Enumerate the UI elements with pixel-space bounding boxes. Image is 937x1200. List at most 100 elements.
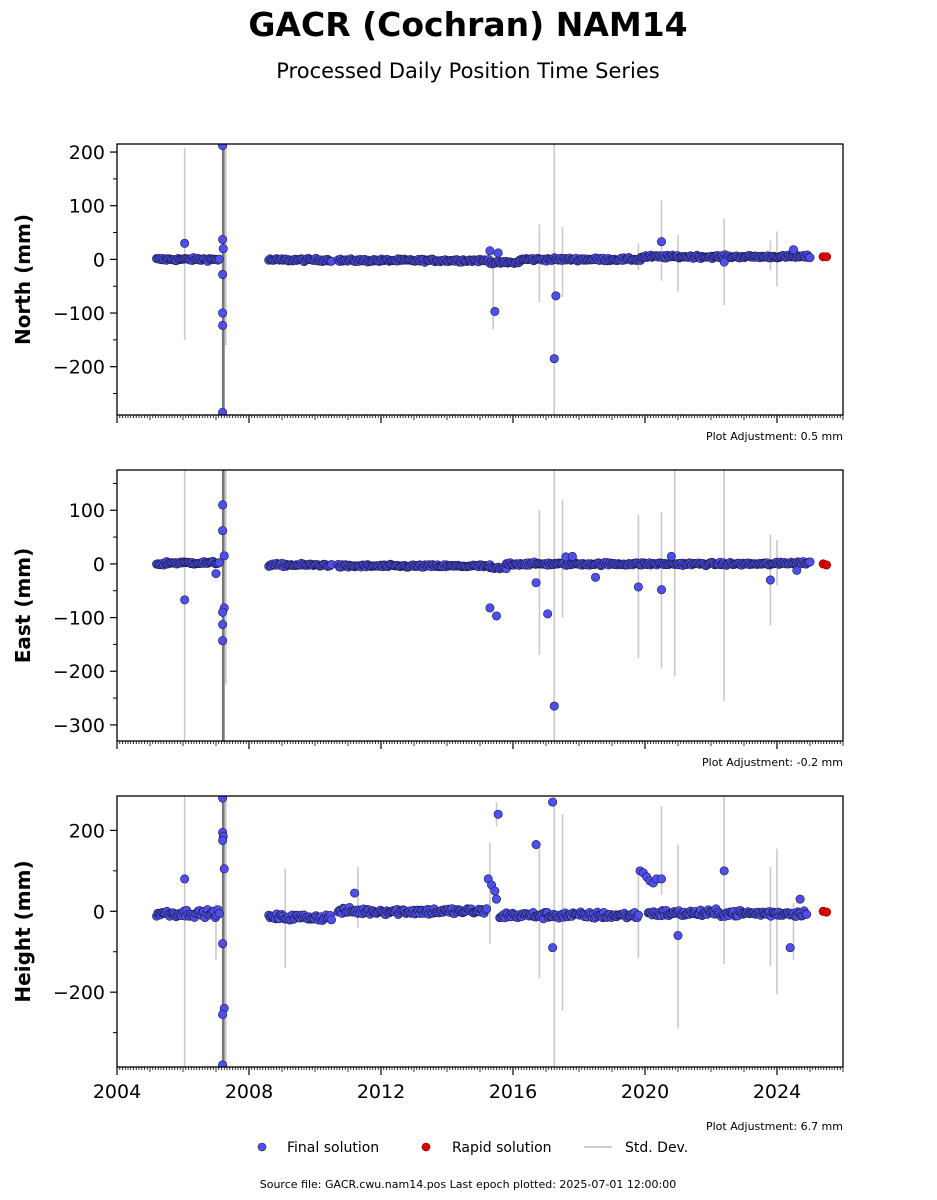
- final-solution-outlier: [218, 636, 228, 646]
- panel-3-plot-area: [152, 796, 831, 1067]
- final-solution-outlier: [211, 569, 221, 579]
- final-solution-outlier: [491, 894, 501, 904]
- final-solution-outlier: [531, 578, 541, 588]
- final-solution-outlier: [218, 407, 228, 415]
- final-solution-point: [482, 904, 492, 914]
- panel-1-ylabel: North (mm): [11, 214, 35, 345]
- final-solution-outlier: [218, 939, 228, 949]
- panel-1-plot-area: [152, 144, 831, 415]
- final-solution-outlier: [350, 888, 360, 898]
- final-solution-point: [802, 909, 812, 919]
- final-solution-outlier: [218, 620, 228, 630]
- final-solution-outlier: [633, 582, 643, 592]
- final-solution-outlier: [218, 144, 228, 151]
- final-solution-outlier: [548, 943, 558, 953]
- panel-1: 200 100 0 −100 −200 North (mm) Plot Adjustment…: [11, 142, 844, 443]
- y-tick-label: 0: [93, 249, 105, 271]
- final-solution-outlier: [493, 248, 503, 258]
- legend-final-marker: [257, 1142, 267, 1152]
- x-tick-label: 2020: [621, 1081, 669, 1103]
- source-footer: Source file: GACR.cwu.nam14.pos Last epo…: [260, 1178, 676, 1191]
- y-tick-label: −200: [53, 982, 105, 1004]
- legend-rapid-label: Rapid solution: [452, 1140, 552, 1156]
- y-tick-label: −100: [53, 608, 105, 630]
- final-solution-outlier: [218, 1009, 228, 1019]
- final-solution-outlier: [493, 809, 503, 819]
- final-solution-outlier: [218, 835, 228, 845]
- legend-rapid-marker: [421, 1142, 431, 1152]
- x-tick-label: 2008: [225, 1081, 273, 1103]
- panel-1-adjustment: Plot Adjustment: 0.5 mm: [706, 430, 843, 443]
- panels: 200 100 0 −100 −200 North (mm) Plot Adjustment…: [11, 142, 844, 1133]
- y-tick-label: 100: [69, 196, 105, 218]
- final-solution-point: [214, 254, 224, 264]
- final-solution-point: [805, 253, 815, 263]
- final-solution-outlier: [180, 874, 190, 884]
- y-tick-label: 0: [93, 901, 105, 923]
- final-solution-outlier: [551, 291, 561, 301]
- final-solution-outlier: [590, 572, 600, 582]
- final-solution-outlier: [180, 595, 190, 605]
- final-solution-outlier: [792, 565, 802, 575]
- y-tick-label: −300: [53, 715, 105, 737]
- final-solution-outlier: [219, 864, 229, 874]
- final-solution-outlier: [673, 931, 683, 941]
- final-solution-outlier: [666, 551, 676, 561]
- x-tick-label: 2012: [357, 1081, 405, 1103]
- final-solution-outlier: [795, 894, 805, 904]
- final-solution-outlier: [788, 245, 798, 255]
- final-solution-outlier: [219, 551, 229, 561]
- x-tick-label: 2016: [489, 1081, 537, 1103]
- final-solution-outlier: [490, 306, 500, 316]
- panel-2-ylabel: East (mm): [11, 548, 35, 664]
- final-solution-outlier: [549, 354, 559, 364]
- panel-2-adjustment: Plot Adjustment: -0.2 mm: [702, 756, 843, 769]
- final-solution-outlier: [485, 246, 495, 256]
- final-solution-outlier: [218, 244, 228, 254]
- final-solution-outlier: [567, 551, 577, 561]
- panel-2-plot-area: [152, 470, 831, 741]
- rapid-solution-point: [821, 560, 831, 570]
- panel-3: 200 0 −200 Height (mm) Plot Adjustment: 6.7 …: [11, 795, 844, 1133]
- final-solution-outlier: [656, 237, 666, 247]
- final-solution-outlier: [218, 500, 228, 510]
- final-solution-outlier: [548, 797, 558, 807]
- legend-std-label: Std. Dev.: [625, 1140, 688, 1156]
- final-solution-outlier: [218, 607, 228, 617]
- y-tick-label: 200: [69, 142, 105, 164]
- final-solution-outlier: [218, 526, 228, 536]
- panel-3-adjustment: Plot Adjustment: 6.7 mm: [706, 1120, 843, 1133]
- final-solution-outlier: [180, 238, 190, 248]
- final-solution-outlier: [656, 585, 666, 595]
- panel-2: 100 0 −100 −200 −300 East (mm) Plot Adjustment…: [11, 469, 844, 769]
- final-solution-outlier: [218, 235, 228, 245]
- final-solution-point: [805, 557, 815, 567]
- final-solution-outlier: [785, 943, 795, 953]
- final-solution-outlier: [218, 269, 228, 279]
- chart-subtitle: Processed Daily Position Time Series: [276, 59, 660, 83]
- final-solution-point: [326, 915, 336, 925]
- y-tick-label: 100: [69, 500, 105, 522]
- final-solution-point: [633, 910, 643, 920]
- panel-3-ylabel: Height (mm): [11, 860, 35, 1002]
- x-tick-label: 2004: [93, 1081, 141, 1103]
- final-solution-point: [214, 909, 224, 919]
- final-solution-outlier: [491, 611, 501, 621]
- final-solution-outlier: [218, 1060, 228, 1067]
- final-solution-outlier: [543, 609, 553, 619]
- y-tick-label: −200: [53, 357, 105, 379]
- final-solution-outlier: [719, 866, 729, 876]
- y-tick-label: −100: [53, 303, 105, 325]
- final-solution-outlier: [549, 701, 559, 711]
- legend: Final solution Rapid solution Std. Dev.: [257, 1140, 688, 1156]
- chart-title: GACR (Cochran) NAM14: [248, 5, 687, 44]
- final-solution-outlier: [218, 308, 228, 318]
- final-solution-outlier: [765, 575, 775, 585]
- x-tick-label: 2024: [753, 1081, 801, 1103]
- final-solution-outlier: [218, 796, 228, 803]
- y-tick-label: 0: [93, 554, 105, 576]
- legend-final-label: Final solution: [287, 1140, 379, 1156]
- final-solution-outlier: [719, 257, 729, 267]
- final-solution-outlier: [656, 874, 666, 884]
- final-solution-outlier: [218, 320, 228, 330]
